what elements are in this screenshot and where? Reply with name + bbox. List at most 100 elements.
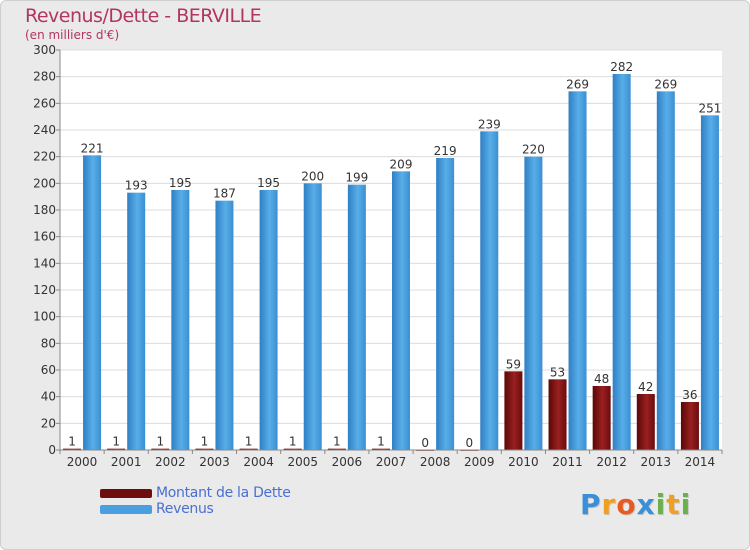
x-tick-label: 2011	[552, 455, 583, 469]
x-tick-label: 2012	[596, 455, 627, 469]
legend-swatch-revenue	[100, 505, 152, 514]
bar-revenue-2011	[568, 91, 587, 450]
data-label-debt-2002: 1	[157, 435, 165, 449]
data-label-revenue-2007: 209	[390, 157, 413, 171]
x-tick-label: 2009	[464, 455, 495, 469]
logo-letter: t	[666, 488, 681, 521]
x-tick-label: 2003	[199, 455, 230, 469]
logo-letter: x	[636, 488, 656, 521]
bar-revenue-2009	[480, 131, 499, 451]
bar-debt-2007	[372, 448, 390, 450]
bar-debt-2004	[239, 448, 258, 450]
data-label-debt-2011: 53	[550, 365, 565, 379]
data-label-debt-2000: 1	[68, 435, 76, 449]
bar-debt-2001	[107, 448, 126, 450]
data-label-revenue-2003: 187	[213, 187, 236, 201]
bar-revenue-2014	[700, 115, 719, 450]
x-tick-label: 2007	[376, 455, 407, 469]
data-label-revenue-2009: 239	[478, 117, 501, 131]
data-label-revenue-2011: 269	[566, 77, 589, 91]
bar-debt-2010	[504, 371, 523, 450]
data-label-revenue-2000: 221	[81, 141, 104, 155]
bar-debt-2003	[195, 448, 214, 450]
chart-title: Revenus/Dette - BERVILLE	[25, 5, 262, 27]
y-tick-label: 160	[33, 230, 56, 244]
logo-letter: P	[580, 488, 602, 521]
grid-lines	[60, 49, 722, 451]
y-tick-label: 100	[33, 310, 56, 324]
y-tick-label: 260	[33, 96, 56, 110]
x-tick-label: 2013	[641, 455, 672, 469]
bar-revenue-2003	[215, 200, 234, 450]
bar-revenue-2008	[436, 158, 455, 450]
x-tick-label: 2000	[67, 455, 98, 469]
data-label-debt-2007: 1	[377, 435, 385, 449]
bar-revenue-2006	[347, 184, 366, 450]
data-label-revenue-2006: 199	[345, 171, 368, 185]
bars: 1 221 1 193 1 195 1 187 1 195 1 200 1 199 1 209 0 219 0 239…	[63, 60, 721, 451]
bar-debt-2005	[283, 448, 302, 450]
x-tick-label: 2002	[155, 455, 186, 469]
data-label-revenue-2013: 269	[654, 77, 677, 91]
x-tick-label: 2004	[243, 455, 274, 469]
data-label-debt-2006: 1	[333, 435, 341, 449]
logo-letter: r	[601, 488, 617, 521]
y-tick-label: 40	[41, 390, 56, 404]
proxiti-logo: Proxiti	[580, 488, 691, 521]
y-tick-label: 200	[33, 176, 56, 190]
y-tick-label: 0	[48, 443, 56, 457]
data-label-revenue-2004: 195	[257, 176, 280, 190]
bar-revenue-2000	[83, 155, 102, 451]
x-tick-label: 2008	[420, 455, 451, 469]
y-tick-label: 240	[33, 123, 56, 137]
y-tick-label: 220	[33, 150, 56, 164]
bar-debt-2002	[151, 448, 170, 450]
data-label-debt-2003: 1	[201, 435, 209, 449]
y-tick-label: 120	[33, 283, 56, 297]
data-label-debt-2005: 1	[289, 435, 297, 449]
bar-revenue-2007	[392, 171, 410, 451]
bar-revenue-2013	[656, 91, 675, 450]
y-tick-label: 20	[41, 416, 56, 430]
bar-debt-2011	[548, 379, 567, 450]
x-tick-label: 2010	[508, 455, 539, 469]
legend-label-debt: Montant de la Dette	[156, 485, 291, 501]
data-label-debt-2001: 1	[112, 435, 120, 449]
logo-letter: i	[655, 488, 667, 521]
bar-debt-2006	[327, 448, 346, 450]
bar-revenue-2012	[612, 74, 631, 450]
data-label-revenue-2005: 200	[301, 169, 324, 183]
chart-subtitle: (en milliers d'€)	[25, 28, 120, 42]
y-axis: 0 20 40 60 80 100 120 140 160 180 200 220 240 260 280 3…	[33, 43, 61, 457]
data-label-revenue-2002: 195	[169, 176, 192, 190]
bar-revenue-2010	[524, 156, 543, 450]
data-label-debt-2009: 0	[465, 436, 473, 450]
x-axis: 2000 2001 2002 2003 2004 2005 2006 2007 2008 2009…	[59, 449, 723, 469]
data-label-revenue-2010: 220	[522, 143, 545, 157]
bar-debt-2013	[636, 394, 655, 450]
x-tick-label: 2006	[332, 455, 363, 469]
bar-debt-2012	[592, 386, 611, 450]
data-label-revenue-2001: 193	[125, 179, 148, 193]
legend-label-revenue: Revenus	[156, 501, 214, 517]
y-tick-label: 60	[41, 363, 56, 377]
y-tick-label: 140	[33, 256, 56, 270]
x-tick-label: 2005	[287, 455, 318, 469]
logo-letter: o	[616, 488, 637, 521]
data-label-revenue-2012: 282	[610, 60, 633, 74]
data-label-debt-2004: 1	[245, 435, 253, 449]
plot-area	[60, 50, 722, 450]
data-label-debt-2008: 0	[421, 436, 429, 450]
bar-revenue-2002	[171, 190, 190, 450]
data-label-revenue-2008: 219	[434, 144, 457, 158]
bar-revenue-2001	[127, 192, 146, 450]
y-tick-label: 180	[33, 203, 56, 217]
data-label-debt-2013: 42	[638, 380, 653, 394]
data-label-debt-2010: 59	[506, 357, 521, 371]
y-tick-label: 80	[41, 336, 56, 350]
y-tick-label: 300	[33, 43, 56, 57]
legend-swatch-debt	[100, 489, 152, 498]
x-tick-label: 2014	[685, 455, 716, 469]
logo-letter: i	[680, 488, 692, 521]
